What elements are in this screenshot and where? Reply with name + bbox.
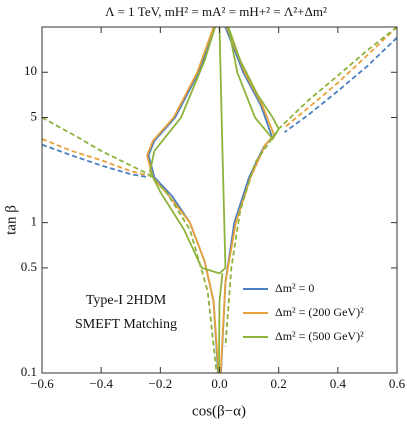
x-tick-label: −0.4 xyxy=(89,376,113,391)
dashed-curve xyxy=(42,138,149,177)
dashed-curve xyxy=(42,143,149,179)
plot-area xyxy=(42,27,397,373)
x-tick-label: 0.4 xyxy=(330,376,347,391)
dashed-curve xyxy=(224,27,397,347)
contour-curve xyxy=(219,27,276,373)
legend-label: Δm² = (200 GeV)² xyxy=(275,305,364,319)
y-tick-label: 0.5 xyxy=(21,259,37,274)
x-tick-label: −0.2 xyxy=(149,376,173,391)
annotation: SMEFT Matching xyxy=(75,317,177,332)
legend-label: Δm² = (500 GeV)² xyxy=(275,329,364,343)
annotation: Type-I 2HDM xyxy=(86,293,167,308)
x-tick-label: −0.6 xyxy=(30,376,54,391)
x-tick-label: 0.2 xyxy=(271,376,287,391)
y-tick-label: 0.1 xyxy=(21,364,37,379)
dashed-curve xyxy=(42,116,218,373)
contour-curve xyxy=(218,273,224,373)
y-tick-label: 10 xyxy=(24,63,37,78)
legend-label: Δm² = 0 xyxy=(275,281,314,295)
dashed-curve xyxy=(284,27,397,129)
y-tick-label: 1 xyxy=(31,214,38,229)
x-tick-label: 0.0 xyxy=(211,376,227,391)
contour-curve xyxy=(227,27,280,141)
y-tick-label: 5 xyxy=(31,109,38,124)
contour-curve xyxy=(149,27,227,275)
x-tick-label: 0.6 xyxy=(389,376,406,391)
y-axis-label: tan β xyxy=(3,205,19,235)
x-axis-label: cos(β−α) xyxy=(192,403,246,419)
dashed-curve xyxy=(284,36,397,133)
chart-title: Λ = 1 TeV, mH² = mA² = mH+² = Λ²+Δm² xyxy=(105,4,327,19)
contour-curve xyxy=(220,27,274,373)
